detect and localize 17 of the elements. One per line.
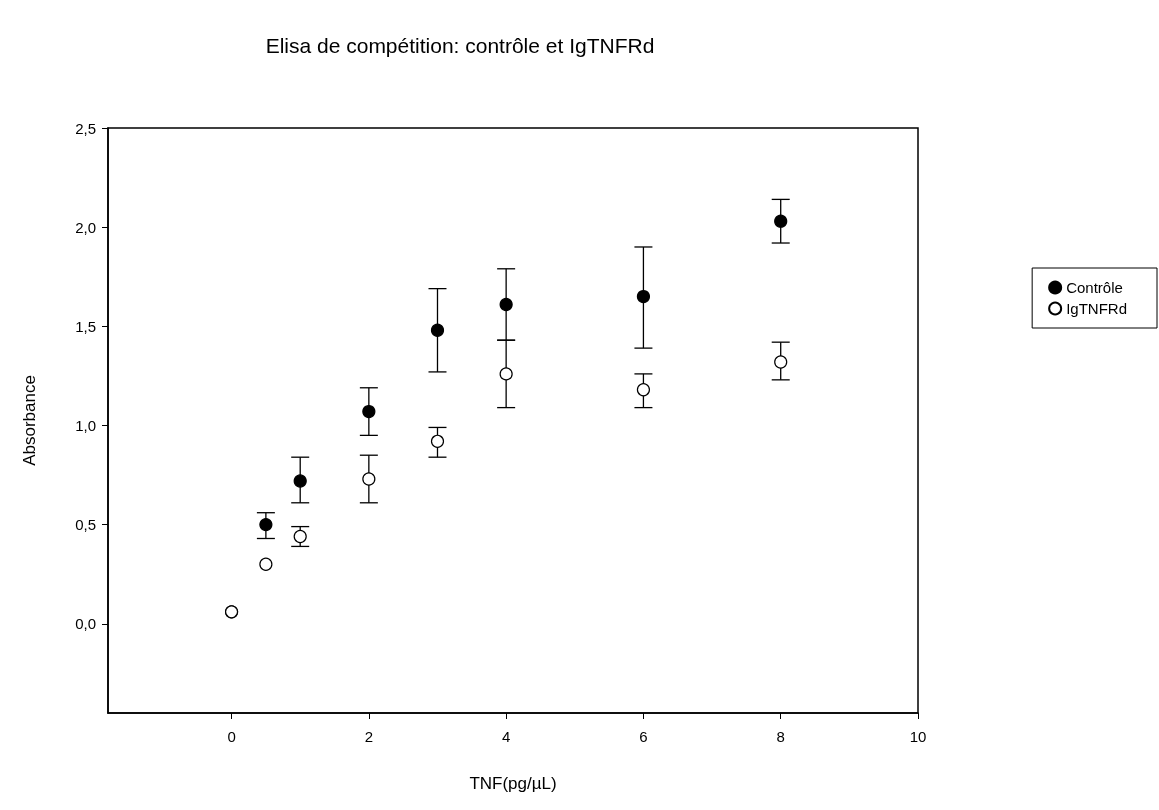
y-tick-label: 2,5 — [75, 119, 96, 137]
y-axis-title: Absorbance — [20, 375, 39, 466]
y-tick-label: 2,0 — [75, 218, 96, 236]
y-tick-label: 1,5 — [75, 317, 96, 335]
y-tick-label: 0,0 — [75, 615, 96, 633]
legend-label: Contrôle — [1066, 279, 1123, 296]
legend-label: IgTNFRd — [1066, 300, 1127, 317]
y-tick-label: 1,0 — [75, 416, 96, 434]
x-tick-label: 2 — [364, 728, 374, 745]
x-axis-title: TNF(pg/µL) — [469, 774, 557, 793]
x-tick-label: 8 — [776, 728, 785, 745]
x-tick-label: 4 — [501, 728, 511, 745]
y-tick-label: 0,5 — [75, 516, 96, 534]
chart-title: Elisa de compétition: contrôle et IgTNFRd — [265, 34, 655, 57]
x-tick-label: 0 — [227, 728, 236, 745]
x-tick-label: 10 — [909, 728, 927, 745]
x-tick-label: 6 — [639, 728, 648, 745]
